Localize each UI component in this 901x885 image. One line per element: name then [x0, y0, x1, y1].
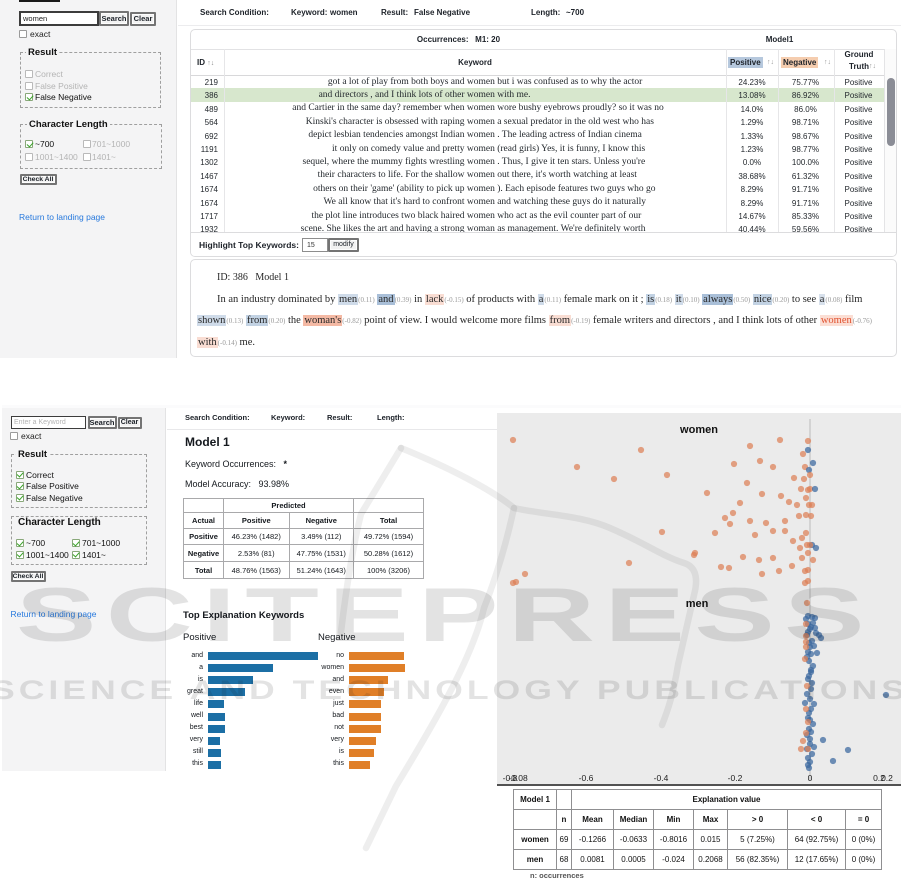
svg-text:-0.4: -0.4 — [654, 773, 669, 783]
svg-text:women: women — [679, 424, 718, 436]
svg-text:-0.6: -0.6 — [579, 773, 594, 783]
svg-text:0.2: 0.2 — [873, 773, 885, 783]
svg-text:0.2: 0.2 — [881, 773, 893, 783]
svg-text:-0.2: -0.2 — [728, 773, 743, 783]
svg-text:-0.08: -0.08 — [508, 773, 528, 783]
svg-text:-0.8: -0.8 — [503, 773, 518, 783]
svg-text:men: men — [686, 598, 709, 610]
svg-text:0: 0 — [808, 773, 813, 783]
